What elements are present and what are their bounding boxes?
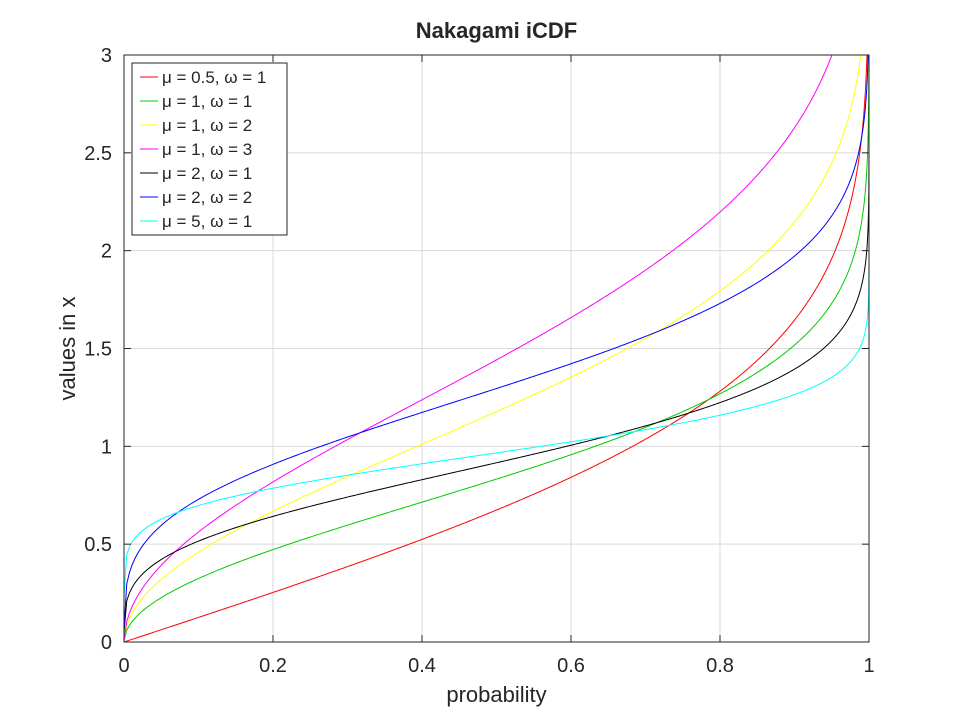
y-tick-label: 0 bbox=[101, 632, 112, 654]
series-line-3 bbox=[124, 55, 833, 641]
y-tick-label: 2.5 bbox=[84, 143, 112, 165]
legend: μ = 0.5, ω = 1 μ = 1, ω = 1 μ = 1, ω = 2 μ … bbox=[131, 62, 288, 236]
series-layer bbox=[124, 55, 869, 642]
legend-label: μ = 1, ω = 1 bbox=[162, 92, 252, 111]
y-tick-label: 1.5 bbox=[84, 339, 112, 361]
legend-label: μ = 0.5, ω = 1 bbox=[162, 68, 266, 87]
series-line-0 bbox=[124, 55, 868, 642]
series-line-2 bbox=[124, 55, 862, 642]
legend-label: μ = 1, ω = 2 bbox=[162, 116, 252, 135]
grid bbox=[123, 54, 870, 643]
x-tick-label: 0.4 bbox=[408, 655, 436, 677]
y-axis-label: values in x bbox=[55, 297, 80, 401]
y-tick-label: 1 bbox=[101, 436, 112, 458]
x-tick-label: 0.2 bbox=[259, 655, 287, 677]
chart-title: Nakagami iCDF bbox=[416, 18, 577, 43]
x-tick-label: 1 bbox=[863, 655, 874, 677]
series-line-4 bbox=[124, 55, 869, 633]
y-tick-label: 2 bbox=[101, 241, 112, 263]
legend-label: μ = 1, ω = 3 bbox=[162, 140, 252, 159]
ticks: 0 0.2 0.4 0.6 0.8 1 0 0.5 1 1.5 2 2.5 3 bbox=[84, 45, 874, 677]
series-line-1 bbox=[124, 55, 869, 642]
x-tick-label: 0 bbox=[118, 655, 129, 677]
series-line-6 bbox=[124, 55, 869, 597]
y-tick-label: 0.5 bbox=[84, 534, 112, 556]
x-axis-label: probability bbox=[446, 682, 546, 707]
x-tick-label: 0.8 bbox=[706, 655, 734, 677]
series-line-5 bbox=[124, 55, 869, 629]
y-tick-label: 3 bbox=[101, 45, 112, 67]
legend-label: μ = 2, ω = 2 bbox=[162, 188, 252, 207]
legend-label: μ = 5, ω = 1 bbox=[162, 212, 252, 231]
legend-label: μ = 2, ω = 1 bbox=[162, 164, 252, 183]
x-tick-label: 0.6 bbox=[557, 655, 585, 677]
